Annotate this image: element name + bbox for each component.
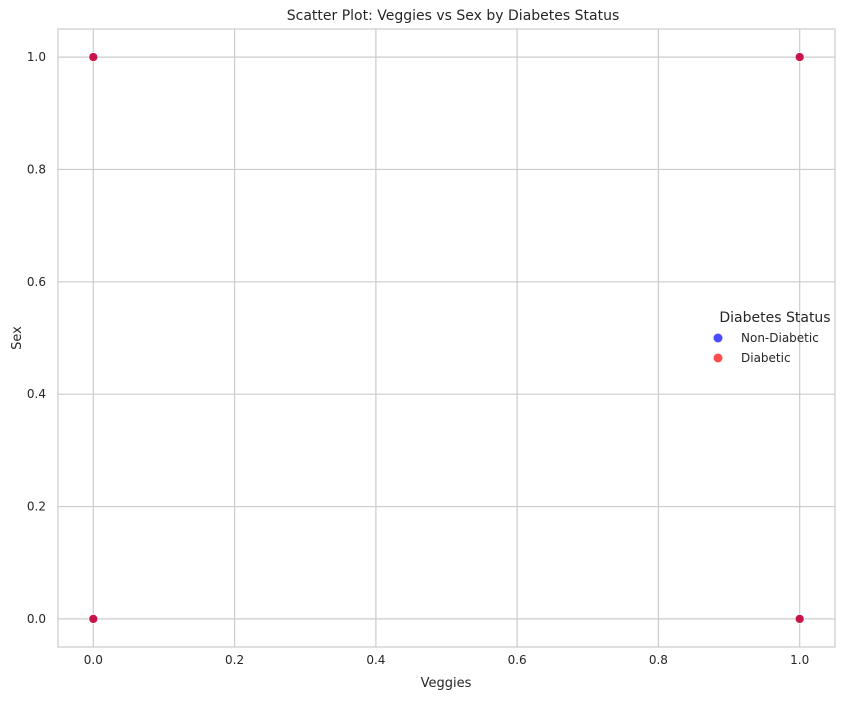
- x-tick-label: 0.8: [649, 653, 668, 667]
- data-point-diabetic: [88, 614, 99, 624]
- legend-title: Diabetes Status: [719, 310, 830, 326]
- data-point-diabetic: [794, 52, 805, 62]
- legend-label-diabetic: Diabetic: [741, 351, 791, 365]
- x-axis-label: Veggies: [421, 676, 472, 691]
- y-tick-label: 0.4: [27, 387, 46, 401]
- y-tick-label: 0.8: [27, 162, 46, 176]
- data-point-diabetic: [88, 52, 99, 62]
- legend-marker-diabetic: [713, 353, 723, 363]
- grid-lines: [58, 29, 835, 647]
- legend-items: Non-Diabetic Diabetic: [713, 331, 819, 365]
- legend-marker-non-diabetic: [713, 333, 723, 343]
- x-tick-label: 0.6: [508, 653, 527, 667]
- y-axis-label: Sex: [10, 326, 25, 350]
- y-axis-ticks: 0.0 0.2 0.4 0.6 0.8 1.0: [27, 50, 46, 626]
- x-tick-label: 0.0: [84, 653, 103, 667]
- y-tick-label: 0.2: [27, 500, 46, 514]
- chart-title: Scatter Plot: Veggies vs Sex by Diabetes…: [287, 8, 620, 24]
- plot-frame: [57, 28, 836, 648]
- x-axis-ticks: 0.0 0.2 0.4 0.6 0.8 1.0: [84, 653, 809, 667]
- y-tick-label: 1.0: [27, 50, 46, 64]
- data-points: [88, 52, 805, 624]
- data-point-diabetic: [794, 614, 805, 624]
- legend: Diabetes Status Non-Diabetic Diabetic: [713, 310, 831, 365]
- x-tick-label: 1.0: [790, 653, 809, 667]
- legend-label-non-diabetic: Non-Diabetic: [741, 331, 819, 345]
- y-tick-label: 0.6: [27, 275, 46, 289]
- y-tick-label: 0.0: [27, 612, 46, 626]
- x-tick-label: 0.4: [366, 653, 385, 667]
- x-tick-label: 0.2: [225, 653, 244, 667]
